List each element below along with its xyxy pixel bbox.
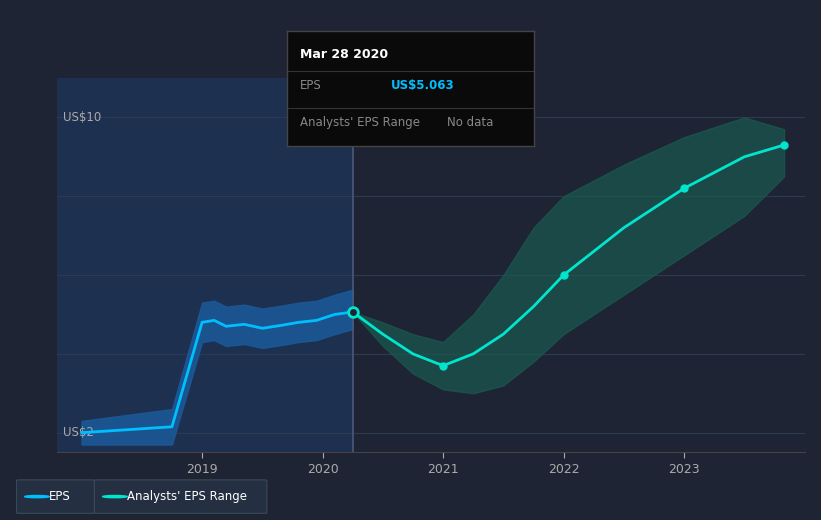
Text: Analysts' EPS Range: Analysts' EPS Range — [300, 116, 420, 129]
FancyBboxPatch shape — [16, 480, 94, 513]
Text: Analysts' EPS Range: Analysts' EPS Range — [127, 490, 247, 503]
Text: No data: No data — [447, 116, 493, 129]
Text: US$2: US$2 — [63, 426, 94, 439]
Circle shape — [103, 496, 127, 498]
Text: Mar 28 2020: Mar 28 2020 — [300, 48, 388, 61]
Bar — [57, 78, 353, 452]
Text: EPS: EPS — [49, 490, 71, 503]
Text: EPS: EPS — [300, 79, 321, 92]
Text: Actual: Actual — [302, 110, 346, 123]
Circle shape — [25, 496, 49, 498]
Text: US$5.063: US$5.063 — [391, 79, 454, 92]
Text: Analysts Forecasts: Analysts Forecasts — [365, 110, 481, 123]
Text: US$10: US$10 — [63, 111, 102, 124]
FancyBboxPatch shape — [94, 480, 267, 513]
